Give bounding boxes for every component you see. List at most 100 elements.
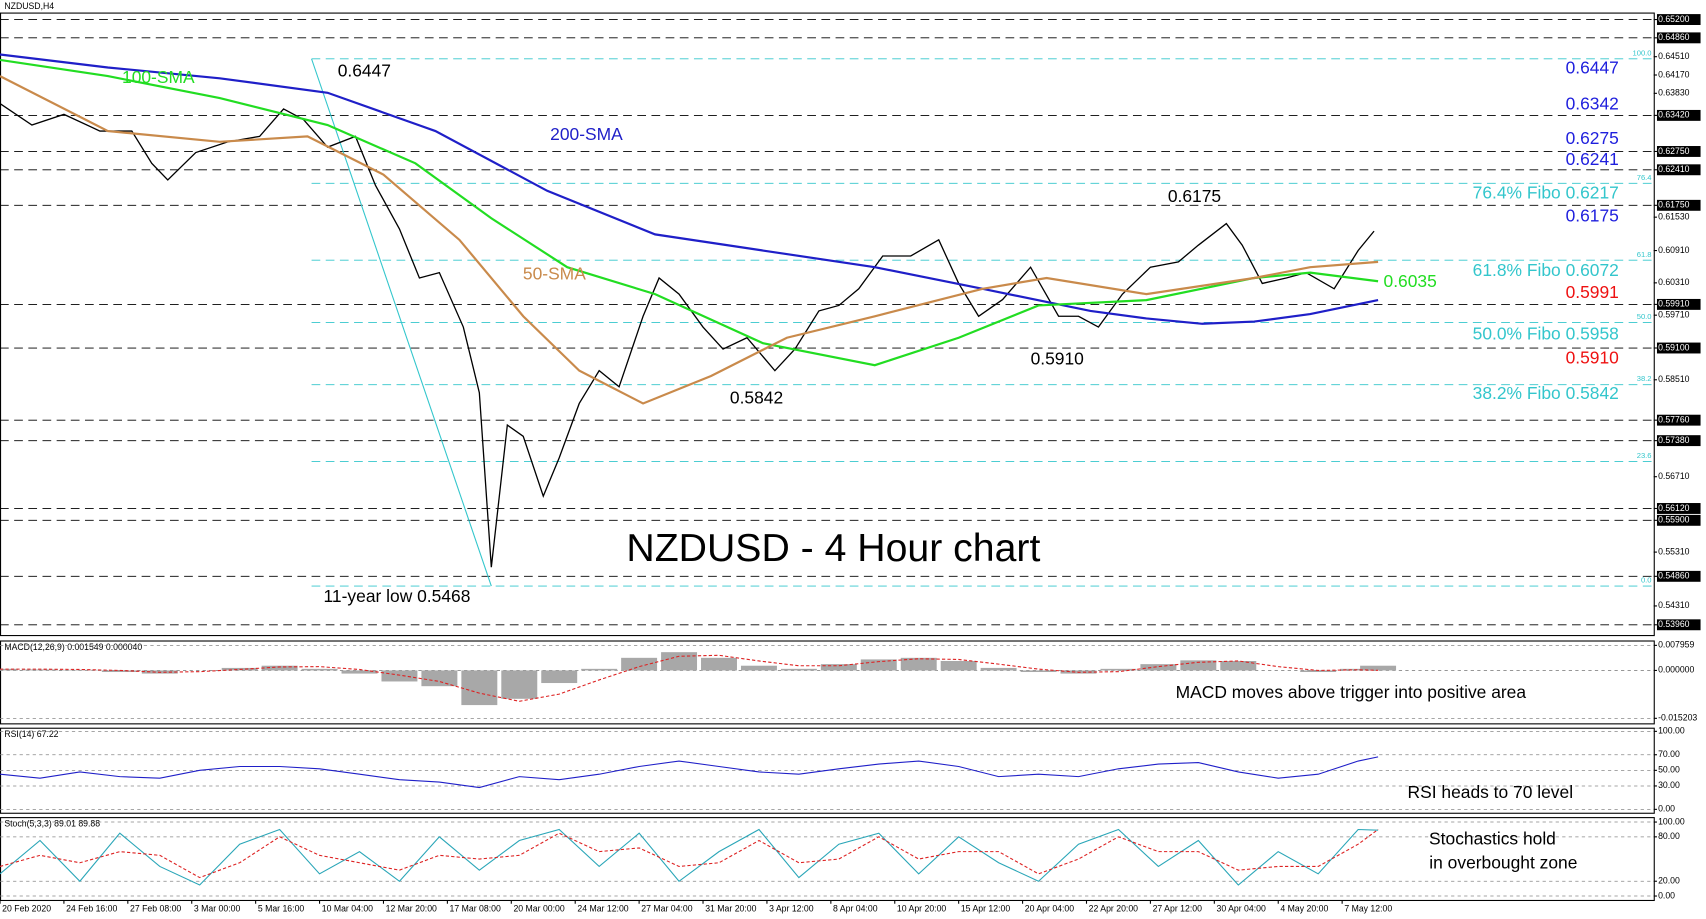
y-tick-box xyxy=(1656,570,1701,582)
histogram-bar xyxy=(1300,670,1337,673)
y-tick-label: 100.00 xyxy=(1658,816,1685,826)
histogram-bar xyxy=(341,670,378,674)
price-label: 38.2% Fibo 0.5842 xyxy=(1473,383,1619,403)
histogram-bar xyxy=(1100,668,1137,671)
histogram-bar xyxy=(261,665,298,671)
histogram-bar xyxy=(421,670,458,687)
indicator-line xyxy=(0,828,1379,886)
sma-line xyxy=(0,53,1379,325)
y-tick-box xyxy=(1656,14,1701,25)
indicator-title: MACD(12,26,9) 0.001549 0.000040 xyxy=(4,642,142,652)
y-tick-label: 0.53960 xyxy=(1658,619,1690,629)
y-tick-label: 0.57760 xyxy=(1658,414,1690,424)
y-tick-label: 0.58510 xyxy=(1658,374,1690,384)
fibo-level-label: 76.4 xyxy=(1637,173,1653,182)
y-tick-label: 0.000000 xyxy=(1658,665,1694,675)
histogram-bar xyxy=(541,670,578,684)
x-tick-label: 27 Mar 04:00 xyxy=(641,903,692,913)
y-tick-box xyxy=(1656,199,1701,211)
indicator-title: RSI(14) 67.22 xyxy=(4,729,58,739)
x-tick-label: 17 Mar 08:00 xyxy=(450,903,501,913)
y-tick-label: 0.61750 xyxy=(1658,200,1690,210)
x-tick-label: 27 Apr 12:00 xyxy=(1153,903,1203,913)
x-tick-label: 20 Apr 04:00 xyxy=(1025,903,1075,913)
histogram-bar xyxy=(621,657,658,671)
price-label: 0.6275 xyxy=(1566,128,1619,148)
x-tick-label: 24 Mar 12:00 xyxy=(577,903,628,913)
histogram-bar xyxy=(1360,665,1397,671)
annotation: Stochastics hold in overbought zone xyxy=(1429,828,1577,872)
x-tick-label: 10 Mar 04:00 xyxy=(322,903,373,913)
x-tick-label: 27 Feb 08:00 xyxy=(130,903,181,913)
y-tick-box xyxy=(1656,435,1701,447)
y-tick-label: 0.00 xyxy=(1658,804,1675,814)
price-label: 0.6241 xyxy=(1566,149,1619,169)
price-label: 0.6342 xyxy=(1566,93,1619,113)
histogram-bar xyxy=(61,669,98,671)
x-tick-label: 24 Feb 16:00 xyxy=(66,903,117,913)
x-tick-label: 15 Apr 12:00 xyxy=(961,903,1011,913)
histogram-bar xyxy=(780,668,817,671)
histogram-bar xyxy=(701,657,737,671)
y-tick-label: 0.65200 xyxy=(1658,14,1690,24)
price-label: 0.6035 xyxy=(1384,271,1437,291)
symbol-label: NZDUSD,H4 xyxy=(4,1,54,11)
histogram-bar xyxy=(461,670,498,706)
y-tick-label: 0.64170 xyxy=(1658,69,1690,79)
sma-label: 100-SMA xyxy=(122,67,195,87)
price-label: 50.0% Fibo 0.5958 xyxy=(1473,323,1619,343)
fibo-level-label: 38.2 xyxy=(1637,374,1652,383)
y-tick-label: 0.60310 xyxy=(1658,277,1690,287)
y-tick-label: 0.007959 xyxy=(1658,640,1694,650)
y-tick-label: 0.62750 xyxy=(1658,146,1690,156)
x-tick-label: 4 May 20:00 xyxy=(1280,903,1328,913)
annotation: 0.6175 xyxy=(1168,186,1221,206)
macd-panel xyxy=(0,640,1655,725)
y-tick-label: 0.62410 xyxy=(1658,164,1690,174)
y-tick-label: 0.59710 xyxy=(1658,309,1690,319)
y-tick-label: 100.00 xyxy=(1658,726,1685,736)
y-tick-label: -0.015203 xyxy=(1658,713,1697,723)
y-tick-box xyxy=(1656,503,1701,514)
annotation: MACD moves above trigger into positive a… xyxy=(1176,682,1527,702)
histogram-bar xyxy=(0,668,18,671)
y-tick-label: 30.00 xyxy=(1658,780,1680,790)
price-label: 0.6447 xyxy=(1566,57,1619,77)
x-tick-label: 20 Feb 2020 xyxy=(2,903,51,913)
y-tick-label: 20.00 xyxy=(1658,876,1680,886)
y-tick-label: 0.59100 xyxy=(1658,342,1690,352)
annotation: 0.5910 xyxy=(1031,348,1085,368)
y-tick-label: 50.00 xyxy=(1658,765,1680,775)
histogram-bar xyxy=(581,668,618,671)
price-label: 0.6175 xyxy=(1566,206,1619,226)
fibo-level-label: 61.8 xyxy=(1637,250,1652,259)
y-tick-label: 0.64510 xyxy=(1658,51,1690,61)
y-tick-box xyxy=(1656,342,1701,354)
x-tick-label: 22 Apr 20:00 xyxy=(1089,903,1139,913)
y-tick-box xyxy=(1656,164,1701,176)
sma-line xyxy=(0,75,1379,405)
y-tick-box xyxy=(1656,32,1701,44)
y-tick-label: 0.60910 xyxy=(1658,245,1690,255)
price-label: 0.5910 xyxy=(1566,347,1620,367)
histogram-bar xyxy=(740,665,777,671)
x-tick-label: 30 Apr 04:00 xyxy=(1216,903,1266,913)
y-tick-label: 80.00 xyxy=(1658,831,1680,841)
annotation: 0.5842 xyxy=(730,388,783,408)
y-tick-box xyxy=(1656,298,1701,310)
histogram-bar xyxy=(101,670,138,673)
sma-label: 50-SMA xyxy=(523,263,586,283)
annotation: RSI heads to 70 level xyxy=(1408,782,1574,802)
fibo-level-label: 50.0 xyxy=(1637,312,1652,321)
annotation: 0.6447 xyxy=(338,61,391,81)
histogram-bar xyxy=(980,667,1017,671)
fibo-line xyxy=(311,58,492,587)
x-tick-label: 31 Mar 20:00 xyxy=(705,903,756,913)
y-tick-label: 0.00 xyxy=(1658,890,1675,900)
signal-line xyxy=(0,654,1379,702)
histogram-bar xyxy=(900,657,937,671)
y-tick-label: 0.55900 xyxy=(1658,515,1690,525)
histogram-bar xyxy=(1180,660,1217,671)
x-tick-label: 20 Mar 00:00 xyxy=(513,903,564,913)
